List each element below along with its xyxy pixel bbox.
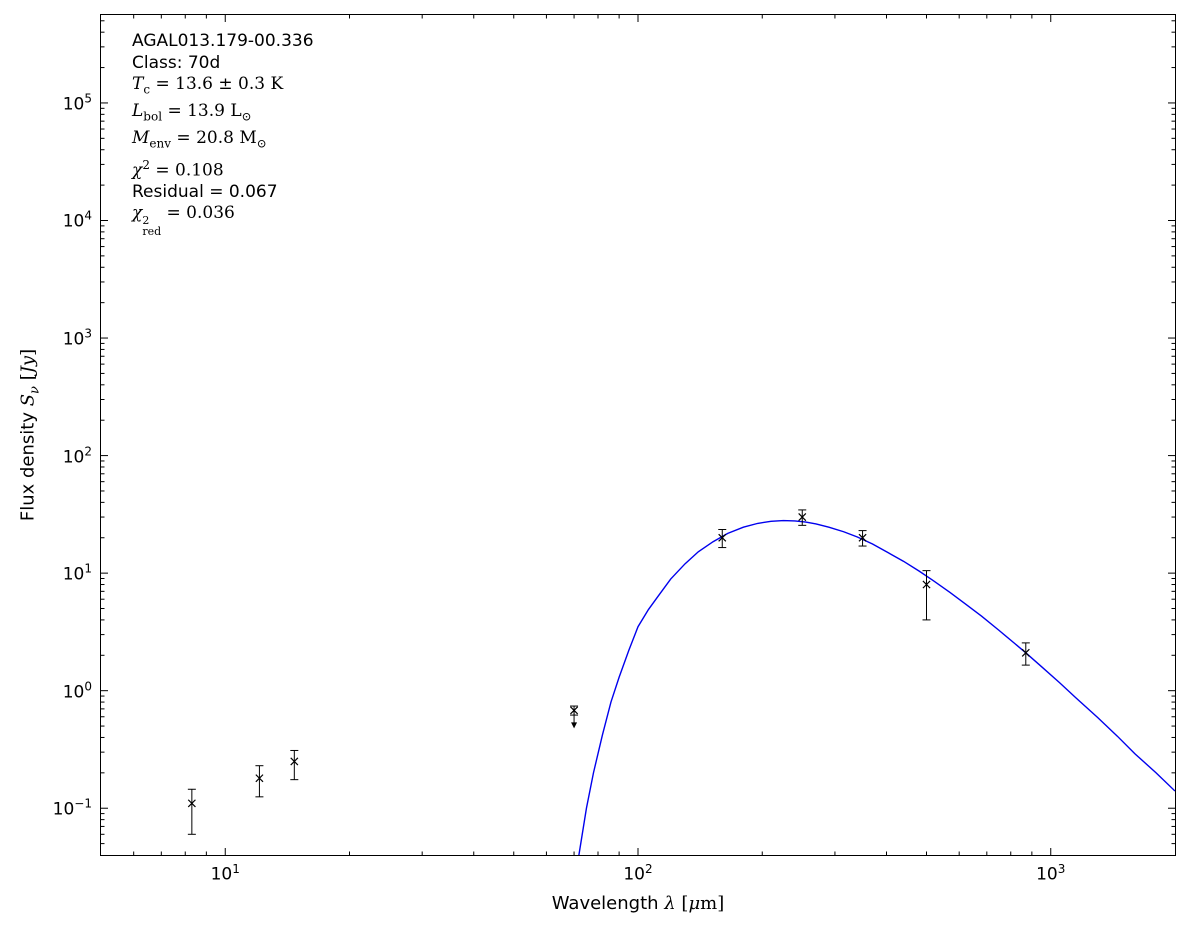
chi2-line: χ2 = 0.108 bbox=[132, 157, 224, 181]
y-tick-label: 101 bbox=[62, 561, 92, 585]
x-axis-label: Wavelength λ [μm] bbox=[551, 893, 725, 914]
data-point bbox=[187, 788, 196, 835]
data-point bbox=[255, 765, 264, 798]
chi-symbol: χ bbox=[132, 203, 143, 224]
lbol-line: Lbol = 13.9 L⊙ bbox=[132, 100, 252, 124]
chi2red-line: χ 2 red = 0.036 bbox=[132, 203, 235, 239]
data-point bbox=[858, 530, 867, 547]
sun-symbol: ⊙ bbox=[256, 136, 267, 151]
y-tick-label: 10−1 bbox=[52, 796, 92, 820]
lbol-symbol: L bbox=[132, 100, 144, 121]
class-line: Class: 70d bbox=[132, 52, 221, 73]
x-tick-label: 102 bbox=[623, 862, 653, 885]
x-tick-label: 103 bbox=[1036, 862, 1066, 885]
mu-symbol: μ bbox=[688, 893, 701, 914]
lambda-symbol: λ bbox=[664, 893, 676, 914]
menv-symbol: M bbox=[132, 127, 150, 148]
sed-plot-canvas bbox=[101, 15, 1175, 855]
annotation-box: AGAL013.179-00.336 Class: 70d Tc = 13.6 … bbox=[132, 31, 314, 237]
y-tick-label: 104 bbox=[62, 209, 92, 232]
y-axis-label: Flux density Sν [Jy] bbox=[17, 348, 43, 522]
chi-symbol: χ bbox=[132, 160, 143, 181]
nu-symbol: ν bbox=[27, 386, 43, 394]
model-curve bbox=[578, 519, 1175, 855]
tc-symbol: T bbox=[132, 74, 144, 94]
residual-line: Residual = 0.067 bbox=[132, 181, 278, 202]
y-tick-label: 102 bbox=[62, 444, 92, 467]
data-point bbox=[922, 570, 931, 621]
data-point bbox=[290, 749, 299, 781]
plot-axes: AGAL013.179-00.336 Class: 70d Tc = 13.6 … bbox=[100, 14, 1176, 856]
sun-symbol: ⊙ bbox=[241, 109, 252, 124]
source-name: AGAL013.179-00.336 bbox=[132, 31, 314, 51]
dust-temperature-line: Tc = 13.6 ± 0.3 K bbox=[132, 74, 284, 97]
data-point bbox=[1021, 642, 1030, 666]
y-tick-label: 103 bbox=[62, 326, 92, 350]
x-tick-label: 101 bbox=[210, 862, 240, 885]
data-point bbox=[570, 705, 579, 729]
data-point bbox=[798, 509, 807, 526]
y-tick-label: 105 bbox=[62, 91, 92, 115]
flux-symbol: S bbox=[17, 393, 39, 407]
upper-limit-arrow-icon bbox=[571, 722, 578, 729]
data-point bbox=[718, 529, 727, 549]
menv-line: Menv = 20.8 M⊙ bbox=[132, 127, 267, 151]
y-tick-label: 100 bbox=[62, 679, 92, 702]
